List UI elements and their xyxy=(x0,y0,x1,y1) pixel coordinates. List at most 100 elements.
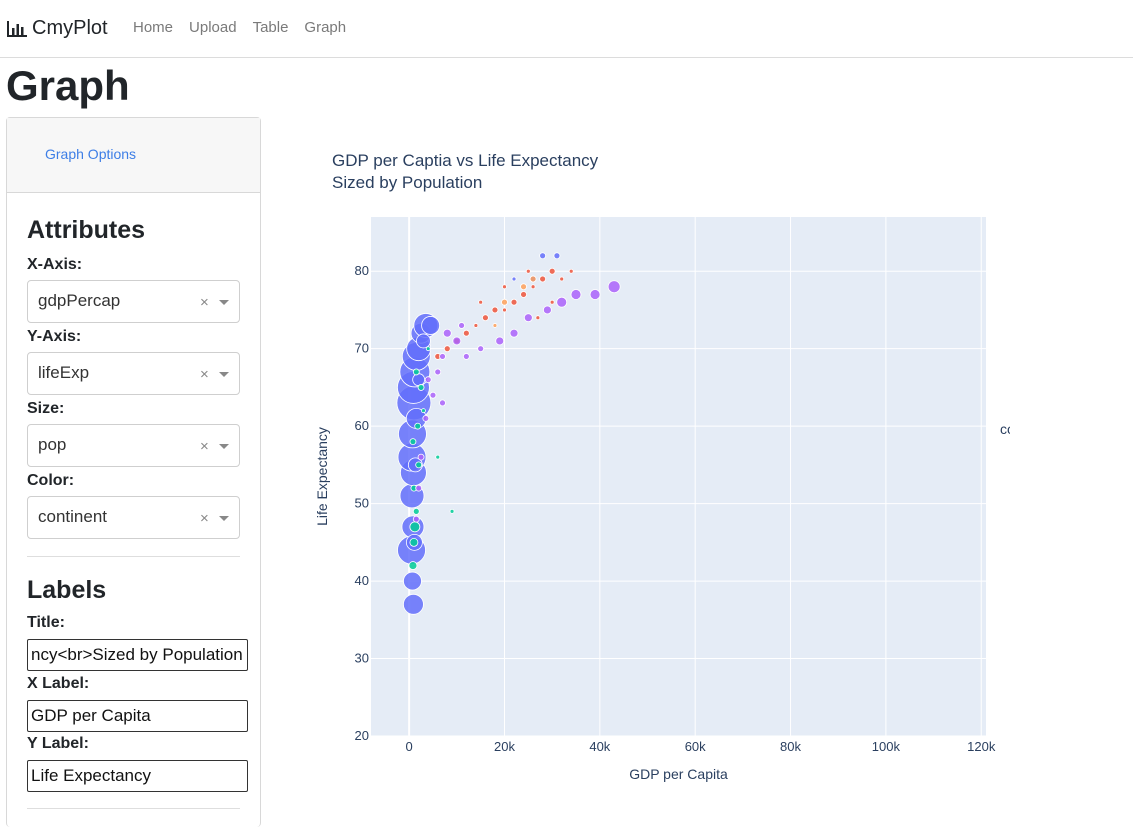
data-point-oceania xyxy=(529,275,537,283)
data-point-europe xyxy=(520,291,527,298)
panel-header: Graph Options xyxy=(7,118,260,193)
data-point-africa xyxy=(425,346,431,352)
brand[interactable]: CmyPlot xyxy=(6,17,108,40)
data-point-americas xyxy=(462,353,470,360)
labels-heading: Labels xyxy=(27,576,107,604)
chevron-down-icon[interactable] xyxy=(219,444,229,449)
plot-area xyxy=(371,217,986,736)
data-point-americas xyxy=(542,305,552,315)
data-point-americas xyxy=(523,313,533,323)
data-point-americas xyxy=(589,289,601,300)
size-value: pop xyxy=(38,435,67,454)
data-point-europe xyxy=(462,329,470,337)
x-tick-label: 40k xyxy=(589,739,610,754)
y-tick-label: 20 xyxy=(355,728,369,743)
data-point-americas xyxy=(477,345,485,353)
chevron-down-icon[interactable] xyxy=(219,300,229,305)
data-point-americas xyxy=(570,289,582,300)
data-point-americas xyxy=(429,391,437,399)
clear-icon[interactable]: × xyxy=(200,366,209,383)
x-tick-label: 0 xyxy=(406,739,413,754)
x-tick-label: 120k xyxy=(967,739,996,754)
data-point-asia xyxy=(416,333,431,349)
data-point-europe xyxy=(549,299,555,305)
data-point-africa xyxy=(409,521,421,533)
data-point-oceania xyxy=(501,298,508,306)
data-point-oceania xyxy=(520,283,527,291)
title-label: Title: xyxy=(27,614,65,631)
data-point-africa xyxy=(435,454,441,460)
data-point-oceania xyxy=(492,323,498,328)
data-point-africa xyxy=(417,384,425,391)
y-axis-select[interactable]: lifeExp × xyxy=(27,352,240,395)
data-point-americas xyxy=(415,484,423,492)
chart-title: GDP per Captia vs Life Expectancy Sized … xyxy=(332,150,598,194)
color-value: continent xyxy=(38,507,107,526)
x-axis-select[interactable]: gdpPercap × xyxy=(27,280,240,323)
data-point-americas xyxy=(412,515,420,523)
markers xyxy=(396,252,621,615)
clear-icon[interactable]: × xyxy=(200,510,209,527)
clear-icon[interactable]: × xyxy=(200,294,209,311)
data-point-europe xyxy=(482,314,489,322)
title-input[interactable] xyxy=(27,639,248,671)
data-point-europe xyxy=(443,345,451,353)
data-point-americas xyxy=(556,296,568,308)
x-tick-label: 100k xyxy=(872,739,901,754)
x-label-label: X Label: xyxy=(27,675,90,692)
x-tick-label: 60k xyxy=(685,739,706,754)
section-divider xyxy=(27,556,240,557)
data-point-europe xyxy=(478,299,484,305)
data-point-americas xyxy=(509,328,519,338)
chevron-down-icon[interactable] xyxy=(219,372,229,377)
data-point-europe xyxy=(491,306,499,314)
nav-link-home[interactable]: Home xyxy=(133,19,174,36)
size-label: Size: xyxy=(27,400,65,417)
section-divider xyxy=(27,808,240,809)
data-point-americas xyxy=(442,328,452,338)
chart-title-line-2: Sized by Population xyxy=(332,173,483,192)
legend-title: continent xyxy=(1000,421,1010,437)
x-label-input[interactable] xyxy=(27,700,248,732)
x-axis-value: gdpPercap xyxy=(38,291,121,310)
data-point-europe xyxy=(568,268,574,274)
data-point-americas xyxy=(417,453,425,461)
nav-link-table[interactable]: Table xyxy=(252,19,289,36)
data-point-europe xyxy=(539,275,547,283)
y-tick-label: 50 xyxy=(355,496,369,511)
chevron-down-icon[interactable] xyxy=(219,516,229,521)
y-tick-label: 30 xyxy=(355,651,369,666)
scatter-chart[interactable]: 0 20k 40k 60k 80k 100k 120k 20 30 40 50 60 70 80 GDP p… xyxy=(300,200,1010,800)
brand-text: CmyPlot xyxy=(32,17,108,39)
data-point-asia xyxy=(511,276,517,282)
data-point-africa xyxy=(412,507,420,515)
page-title: Graph xyxy=(6,62,130,109)
data-point-europe xyxy=(473,323,479,328)
attributes-heading: Attributes xyxy=(27,216,146,244)
color-select[interactable]: continent × xyxy=(27,496,240,539)
x-tick-label: 20k xyxy=(494,739,515,754)
data-point-europe xyxy=(530,284,536,290)
data-point-europe xyxy=(535,315,541,321)
data-point-europe xyxy=(502,284,507,290)
clear-icon[interactable]: × xyxy=(200,438,209,455)
nav-link-graph[interactable]: Graph xyxy=(304,19,347,36)
data-point-americas xyxy=(439,353,446,360)
data-point-europe xyxy=(559,276,565,282)
y-tick-label: 70 xyxy=(355,341,369,356)
x-axis-label: X-Axis: xyxy=(27,256,83,273)
navbar: CmyPlot Home Upload Table Graph xyxy=(0,0,1133,58)
data-point-americas xyxy=(607,280,621,294)
data-point-asia xyxy=(412,373,426,387)
graph-options-link[interactable]: Graph Options xyxy=(45,146,137,162)
data-point-americas xyxy=(495,336,505,346)
data-point-africa xyxy=(409,438,417,446)
y-label-input[interactable] xyxy=(27,760,248,792)
data-point-europe xyxy=(525,268,531,274)
y-tick-label: 40 xyxy=(355,573,369,588)
size-select[interactable]: pop × xyxy=(27,424,240,467)
data-point-americas xyxy=(422,415,430,422)
x-tick-label: 80k xyxy=(780,739,801,754)
y-tick-label: 80 xyxy=(355,263,369,278)
nav-link-upload[interactable]: Upload xyxy=(189,19,237,36)
